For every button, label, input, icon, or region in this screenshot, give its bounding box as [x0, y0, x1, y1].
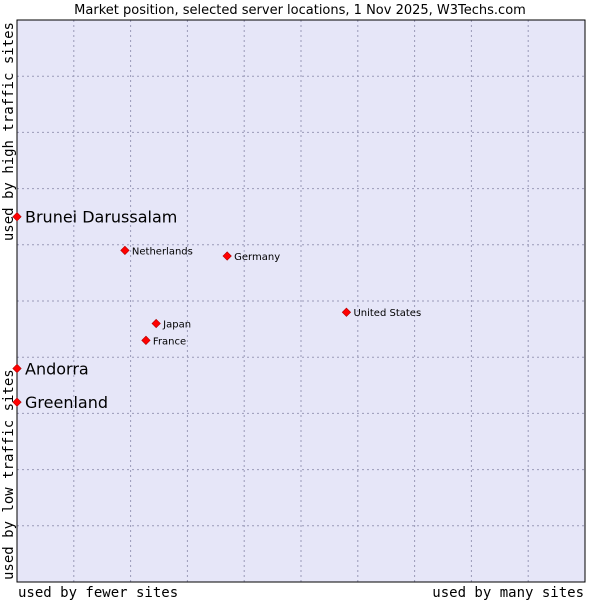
point-marker [151, 318, 161, 329]
point-label: Greenland [25, 393, 108, 412]
y-axis-label-top: used by high traffic sites [1, 22, 17, 241]
chart-title: Market position, selected server locatio… [74, 3, 526, 18]
point-andorra: Andorra [12, 359, 89, 378]
point-germany: Germany [222, 251, 280, 263]
point-label: United States [353, 308, 421, 319]
point-marker [12, 212, 22, 222]
point-marker [341, 307, 352, 317]
point-brunei-darussalam: Brunei Darussalam [12, 208, 177, 227]
plot-border [16, 19, 586, 583]
point-marker [222, 251, 232, 261]
point-netherlands: Netherlands [120, 245, 193, 257]
point-label: Japan [162, 319, 191, 330]
y-axis-label-bottom: used by low traffic sites [1, 369, 17, 580]
point-label: Andorra [25, 359, 89, 378]
point-greenland: Greenland [12, 393, 108, 412]
point-label: Netherlands [132, 246, 193, 257]
grid-lines [17, 20, 585, 582]
point-marker [12, 397, 22, 407]
x-axis-label-left: used by fewer sites [18, 585, 178, 600]
point-marker [12, 363, 22, 374]
point-japan: Japan [151, 318, 191, 330]
point-united-states: United States [341, 307, 421, 319]
x-axis-label-right: used by many sites [432, 585, 584, 600]
point-label: Brunei Darussalam [25, 208, 177, 227]
point-label: Germany [234, 252, 280, 263]
point-marker [141, 335, 151, 345]
point-marker [120, 245, 130, 256]
point-france: France [141, 335, 186, 347]
point-label: France [153, 336, 186, 347]
data-points: Brunei Darussalam Netherlands Germany Unite… [12, 208, 421, 412]
